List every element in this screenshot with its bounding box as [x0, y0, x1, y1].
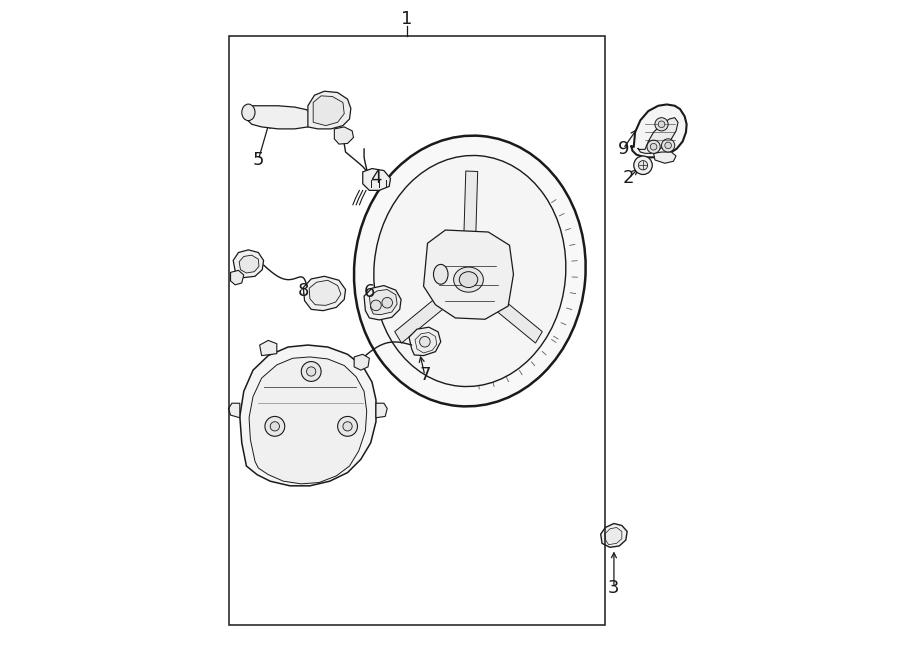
Text: 3: 3 — [608, 579, 620, 598]
Polygon shape — [233, 250, 264, 278]
Ellipse shape — [242, 104, 255, 121]
Circle shape — [665, 142, 671, 149]
Polygon shape — [364, 286, 401, 320]
Text: 2: 2 — [623, 169, 634, 188]
Circle shape — [302, 362, 321, 381]
Text: 7: 7 — [419, 366, 430, 385]
Polygon shape — [479, 285, 543, 343]
Circle shape — [265, 416, 284, 436]
Polygon shape — [376, 403, 387, 418]
Bar — [229, 36, 606, 625]
Text: 8: 8 — [298, 282, 309, 300]
Polygon shape — [653, 152, 676, 163]
Polygon shape — [464, 171, 478, 260]
Circle shape — [662, 139, 675, 152]
Polygon shape — [638, 118, 678, 153]
Polygon shape — [600, 524, 627, 547]
Circle shape — [634, 156, 652, 175]
Text: 4: 4 — [370, 169, 382, 188]
Polygon shape — [308, 91, 351, 129]
Polygon shape — [334, 127, 354, 144]
Polygon shape — [363, 169, 391, 190]
Polygon shape — [303, 276, 346, 311]
Circle shape — [658, 121, 665, 128]
Polygon shape — [239, 345, 376, 486]
Polygon shape — [259, 340, 277, 356]
Polygon shape — [249, 357, 366, 484]
Circle shape — [655, 118, 668, 131]
Circle shape — [382, 297, 392, 308]
Ellipse shape — [459, 272, 478, 288]
Circle shape — [270, 422, 280, 431]
Text: 5: 5 — [253, 151, 264, 169]
Text: 9: 9 — [617, 139, 629, 158]
Circle shape — [371, 300, 382, 311]
Ellipse shape — [447, 261, 490, 298]
Ellipse shape — [374, 155, 566, 387]
Polygon shape — [409, 327, 441, 356]
Polygon shape — [605, 527, 622, 545]
Polygon shape — [245, 106, 314, 129]
Polygon shape — [230, 270, 244, 285]
Circle shape — [338, 416, 357, 436]
Ellipse shape — [454, 267, 483, 292]
Circle shape — [419, 336, 430, 347]
Ellipse shape — [434, 264, 448, 284]
Polygon shape — [310, 280, 341, 305]
Circle shape — [651, 143, 657, 150]
Circle shape — [343, 422, 352, 431]
Text: 1: 1 — [401, 9, 413, 28]
Polygon shape — [631, 104, 687, 157]
Text: 6: 6 — [364, 283, 375, 301]
Circle shape — [638, 161, 648, 170]
Polygon shape — [369, 290, 397, 315]
Ellipse shape — [354, 136, 586, 407]
Polygon shape — [395, 285, 458, 343]
Polygon shape — [424, 230, 514, 319]
Polygon shape — [239, 255, 259, 273]
Polygon shape — [415, 332, 436, 353]
Polygon shape — [313, 96, 344, 126]
Circle shape — [307, 367, 316, 376]
Polygon shape — [355, 354, 369, 370]
Circle shape — [647, 140, 661, 153]
Polygon shape — [229, 403, 239, 418]
